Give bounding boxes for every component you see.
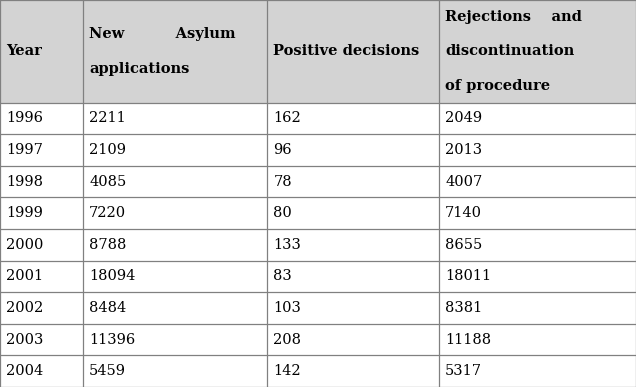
Bar: [0, 292, 636, 324]
Text: 8484: 8484: [89, 301, 127, 315]
Text: 18011: 18011: [445, 269, 492, 283]
Text: 1997: 1997: [6, 143, 43, 157]
Text: 7220: 7220: [89, 206, 126, 220]
Bar: [0, 197, 636, 229]
Text: 78: 78: [273, 175, 292, 188]
Text: 11188: 11188: [445, 332, 492, 347]
Text: 133: 133: [273, 238, 301, 252]
Text: Positive decisions: Positive decisions: [273, 44, 420, 58]
Text: 5317: 5317: [445, 364, 482, 378]
Bar: [0, 324, 636, 355]
Text: 7140: 7140: [445, 206, 482, 220]
Bar: [0, 134, 636, 166]
Text: 2049: 2049: [445, 111, 482, 125]
Bar: [0, 166, 636, 197]
Text: Rejections    and

discontinuation

of procedure: Rejections and discontinuation of proced…: [445, 10, 582, 93]
Text: 2109: 2109: [89, 143, 126, 157]
Text: 96: 96: [273, 143, 292, 157]
Text: 2002: 2002: [6, 301, 44, 315]
Text: 18094: 18094: [89, 269, 135, 283]
Text: 2004: 2004: [6, 364, 44, 378]
Text: 142: 142: [273, 364, 301, 378]
Text: 208: 208: [273, 332, 301, 347]
Bar: [0, 260, 636, 292]
Bar: [0, 103, 636, 134]
Text: 2003: 2003: [6, 332, 44, 347]
Text: 4007: 4007: [445, 175, 483, 188]
Text: 83: 83: [273, 269, 292, 283]
Text: 11396: 11396: [89, 332, 135, 347]
Text: 162: 162: [273, 111, 301, 125]
Text: 1996: 1996: [6, 111, 43, 125]
Bar: [0, 229, 636, 260]
Text: New          Asylum

applications: New Asylum applications: [89, 27, 235, 75]
Bar: [0, 0, 636, 103]
Text: 1999: 1999: [6, 206, 43, 220]
Text: 4085: 4085: [89, 175, 127, 188]
Text: 1998: 1998: [6, 175, 43, 188]
Text: 103: 103: [273, 301, 301, 315]
Bar: [0, 355, 636, 387]
Text: 5459: 5459: [89, 364, 126, 378]
Text: 2000: 2000: [6, 238, 44, 252]
Text: 8655: 8655: [445, 238, 483, 252]
Text: Year: Year: [6, 44, 42, 58]
Text: 8788: 8788: [89, 238, 127, 252]
Text: 8381: 8381: [445, 301, 483, 315]
Text: 2001: 2001: [6, 269, 43, 283]
Text: 80: 80: [273, 206, 292, 220]
Text: 2013: 2013: [445, 143, 482, 157]
Text: 2211: 2211: [89, 111, 126, 125]
